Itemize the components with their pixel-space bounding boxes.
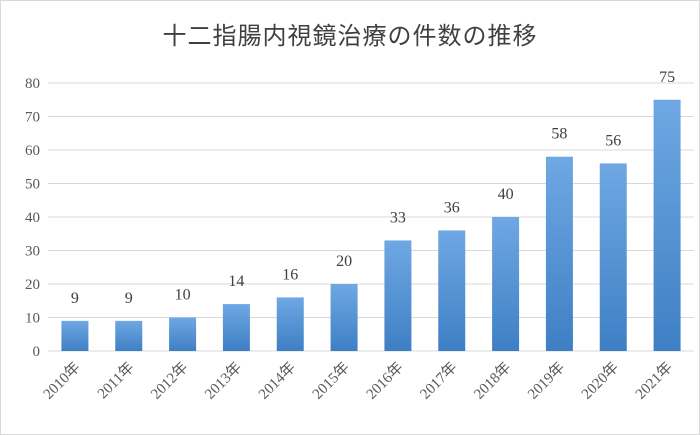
- x-tick-label: 2011年: [94, 359, 137, 402]
- bar: [438, 230, 466, 351]
- data-label: 20: [336, 253, 352, 270]
- bar: [492, 217, 520, 351]
- x-tick-label: 2017年: [417, 359, 461, 403]
- gridlines: [48, 82, 694, 352]
- data-label: 16: [282, 266, 298, 283]
- y-tick-label: 70: [25, 110, 40, 126]
- y-axis-ticks: 0 10 20 30 40 50 60 70 80: [25, 76, 40, 360]
- y-tick-label: 10: [25, 311, 40, 327]
- chart-title: 十二指腸内視鏡治療の件数の推移: [162, 22, 538, 50]
- x-tick-label: 2020年: [578, 359, 622, 403]
- data-label: 75: [659, 69, 675, 86]
- bar: [222, 304, 250, 351]
- data-label: 9: [125, 290, 133, 307]
- x-tick-label: 2021年: [632, 359, 676, 403]
- x-tick-label: 2019年: [524, 359, 568, 403]
- data-label: 58: [551, 126, 567, 143]
- x-tick-label: 2016年: [363, 359, 407, 403]
- bar: [169, 317, 197, 351]
- y-tick-label: 20: [25, 277, 40, 293]
- x-tick-label: 2018年: [471, 359, 515, 403]
- y-tick-label: 60: [25, 143, 40, 159]
- data-label: 14: [228, 273, 244, 290]
- y-tick-label: 80: [25, 76, 40, 92]
- y-tick-label: 0: [33, 344, 41, 360]
- bar: [545, 156, 573, 351]
- data-label: 33: [390, 209, 406, 226]
- bar: [384, 240, 412, 351]
- data-labels: 9 9 10 14 16 20 33 36 40 58 56 75: [71, 69, 675, 307]
- bar: [61, 320, 89, 351]
- data-label: 40: [498, 186, 514, 203]
- y-tick-label: 30: [25, 244, 40, 260]
- x-tick-label: 2010年: [40, 359, 84, 403]
- data-label: 10: [175, 287, 191, 304]
- data-label: 36: [444, 199, 460, 216]
- bar: [599, 163, 627, 351]
- x-tick-label: 2014年: [255, 359, 299, 403]
- bar: [330, 284, 358, 351]
- y-tick-label: 40: [25, 210, 40, 226]
- x-tick-label: 2012年: [148, 359, 192, 403]
- x-axis-ticks: 2010年 2011年 2012年 2013年 2014年 2015年 2016年 2017年…: [40, 359, 676, 403]
- bar: [276, 297, 304, 351]
- bar: [653, 99, 681, 351]
- bars: [61, 99, 681, 351]
- y-tick-label: 50: [25, 177, 40, 193]
- bar: [115, 320, 143, 351]
- x-tick-label: 2013年: [201, 359, 245, 403]
- x-tick-label: 2015年: [309, 359, 353, 403]
- data-label: 9: [71, 290, 79, 307]
- data-label: 56: [605, 132, 621, 149]
